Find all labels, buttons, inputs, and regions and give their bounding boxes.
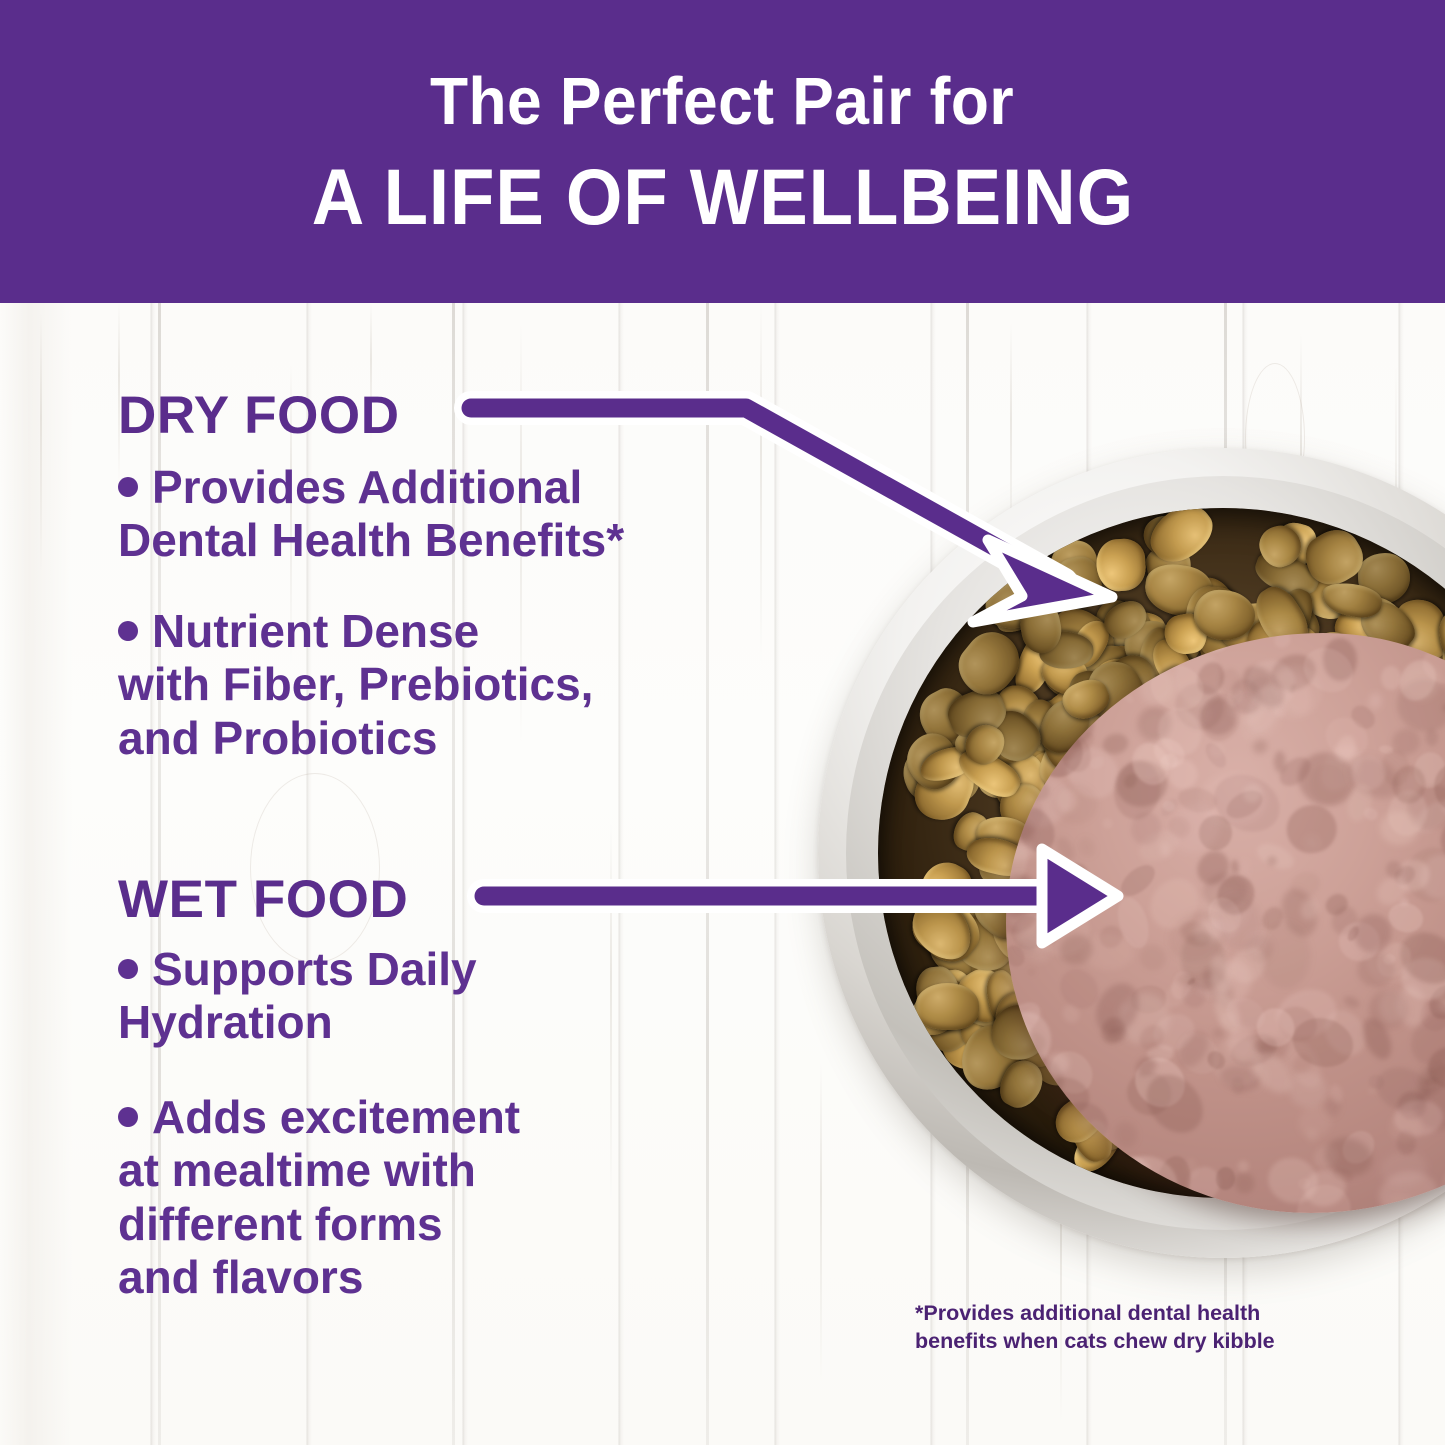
footnote-line1: *Provides additional dental health: [915, 1301, 1261, 1325]
footnote-disclaimer: *Provides additional dental health benef…: [915, 1300, 1345, 1355]
wet-food-bullet-2-line4: and flavors: [118, 1251, 364, 1304]
dry-food-bullet-2-line2: with Fiber, Prebiotics,: [118, 658, 594, 711]
section-heading-wet-food: WET FOOD: [118, 870, 409, 929]
kibble-piece: [1095, 538, 1148, 593]
pate-texture-speck: [1368, 691, 1384, 710]
header-title-line2: A LIFE OF WELLBEING: [311, 151, 1134, 241]
dry-food-bullet-1-line2: Dental Health Benefits*: [118, 514, 625, 567]
bullet-dot-icon: [118, 476, 138, 497]
dry-food-bullet-2-line1: Nutrient Dense: [152, 605, 480, 657]
wet-food-bullet-2: Adds excitement at mealtime with differe…: [118, 1091, 778, 1304]
pate-texture-speck: [1066, 859, 1092, 887]
wet-food-bullet-1: Supports Daily Hydration: [118, 943, 778, 1050]
footnote-line2: benefits when cats chew dry kibble: [915, 1328, 1275, 1353]
pate-texture-speck: [1212, 1028, 1224, 1039]
pate-texture-speck: [1281, 799, 1342, 858]
pate-texture-speck: [1379, 810, 1419, 846]
wet-food-bullet-2-line2: at mealtime with: [118, 1144, 476, 1197]
pate-texture-speck: [1341, 993, 1362, 1010]
pate-texture-speck: [1123, 691, 1135, 705]
kibble-piece: [915, 982, 980, 1031]
pate-texture-speck: [1053, 834, 1078, 864]
pate-texture-speck: [1074, 834, 1099, 860]
wet-food-bullet-1-line2: Hydration: [118, 996, 333, 1049]
pet-food-bowl-image: [818, 448, 1445, 1258]
pate-texture-speck: [1208, 742, 1225, 757]
pate-texture-speck: [1231, 1169, 1258, 1197]
pate-texture-speck: [1236, 1160, 1250, 1174]
wet-food-bullet-2-line3: different forms: [118, 1197, 443, 1250]
bullet-dot-icon: [118, 1106, 138, 1127]
pate-texture-speck: [1111, 1119, 1140, 1151]
pate-texture-speck: [1027, 967, 1037, 977]
wet-food-bullet-2-line1: Adds excitement: [152, 1091, 521, 1143]
wet-food-bullet-1-line1: Supports Daily: [152, 943, 477, 995]
wet-food-pate: [1006, 633, 1445, 1213]
dry-food-bullet-1-line1: Provides Additional: [152, 461, 583, 513]
benefits-text-column: DRY FOOD Provides Additional Dental Heal…: [0, 303, 820, 1445]
header-banner: The Perfect Pair for A LIFE OF WELLBEING: [0, 0, 1445, 303]
pate-texture-speck: [1380, 665, 1401, 690]
header-title-line1: The Perfect Pair for: [430, 63, 1015, 139]
pate-texture-speck: [1218, 669, 1242, 696]
dry-food-bullet-2: Nutrient Dense with Fiber, Prebiotics, a…: [118, 605, 778, 765]
dry-food-bullet-2-line3: and Probiotics: [118, 711, 438, 764]
section-heading-dry-food: DRY FOOD: [118, 386, 400, 445]
pate-texture-speck: [1167, 758, 1199, 791]
pate-texture-speck: [1101, 817, 1114, 831]
pate-texture-speck: [1270, 633, 1294, 652]
dry-food-bullet-1: Provides Additional Dental Health Benefi…: [118, 461, 778, 568]
bullet-dot-icon: [118, 958, 138, 979]
bullet-dot-icon: [118, 620, 138, 641]
